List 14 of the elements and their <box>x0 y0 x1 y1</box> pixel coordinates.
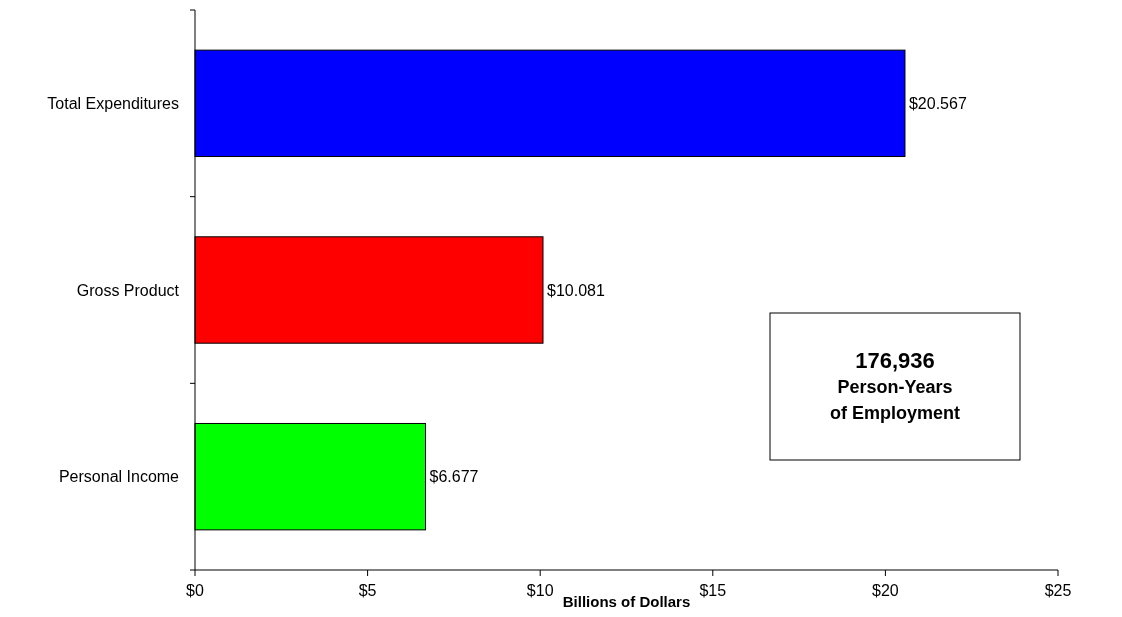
y-tick-label: Personal Income <box>58 468 180 486</box>
x-tick-label: $15 <box>699 582 727 599</box>
x-tick-label: $20 <box>872 582 899 599</box>
y-tick-label: Gross Product <box>76 281 180 299</box>
x-tick-label: $5 <box>358 582 377 599</box>
x-tick-label: $25 <box>1044 582 1072 599</box>
x-tick-label: $10 <box>526 582 554 599</box>
y-tick-label: Total Expenditures <box>47 94 179 112</box>
data-label: $6.677 <box>429 468 479 486</box>
data-label: $10.081 <box>547 281 605 299</box>
data-label: $20.567 <box>908 94 967 112</box>
x-axis-title: Billions of Dollars <box>562 593 691 610</box>
x-tick-label: $0 <box>186 582 204 599</box>
annotation: 176,936 Person-Years of Employment <box>829 348 961 423</box>
